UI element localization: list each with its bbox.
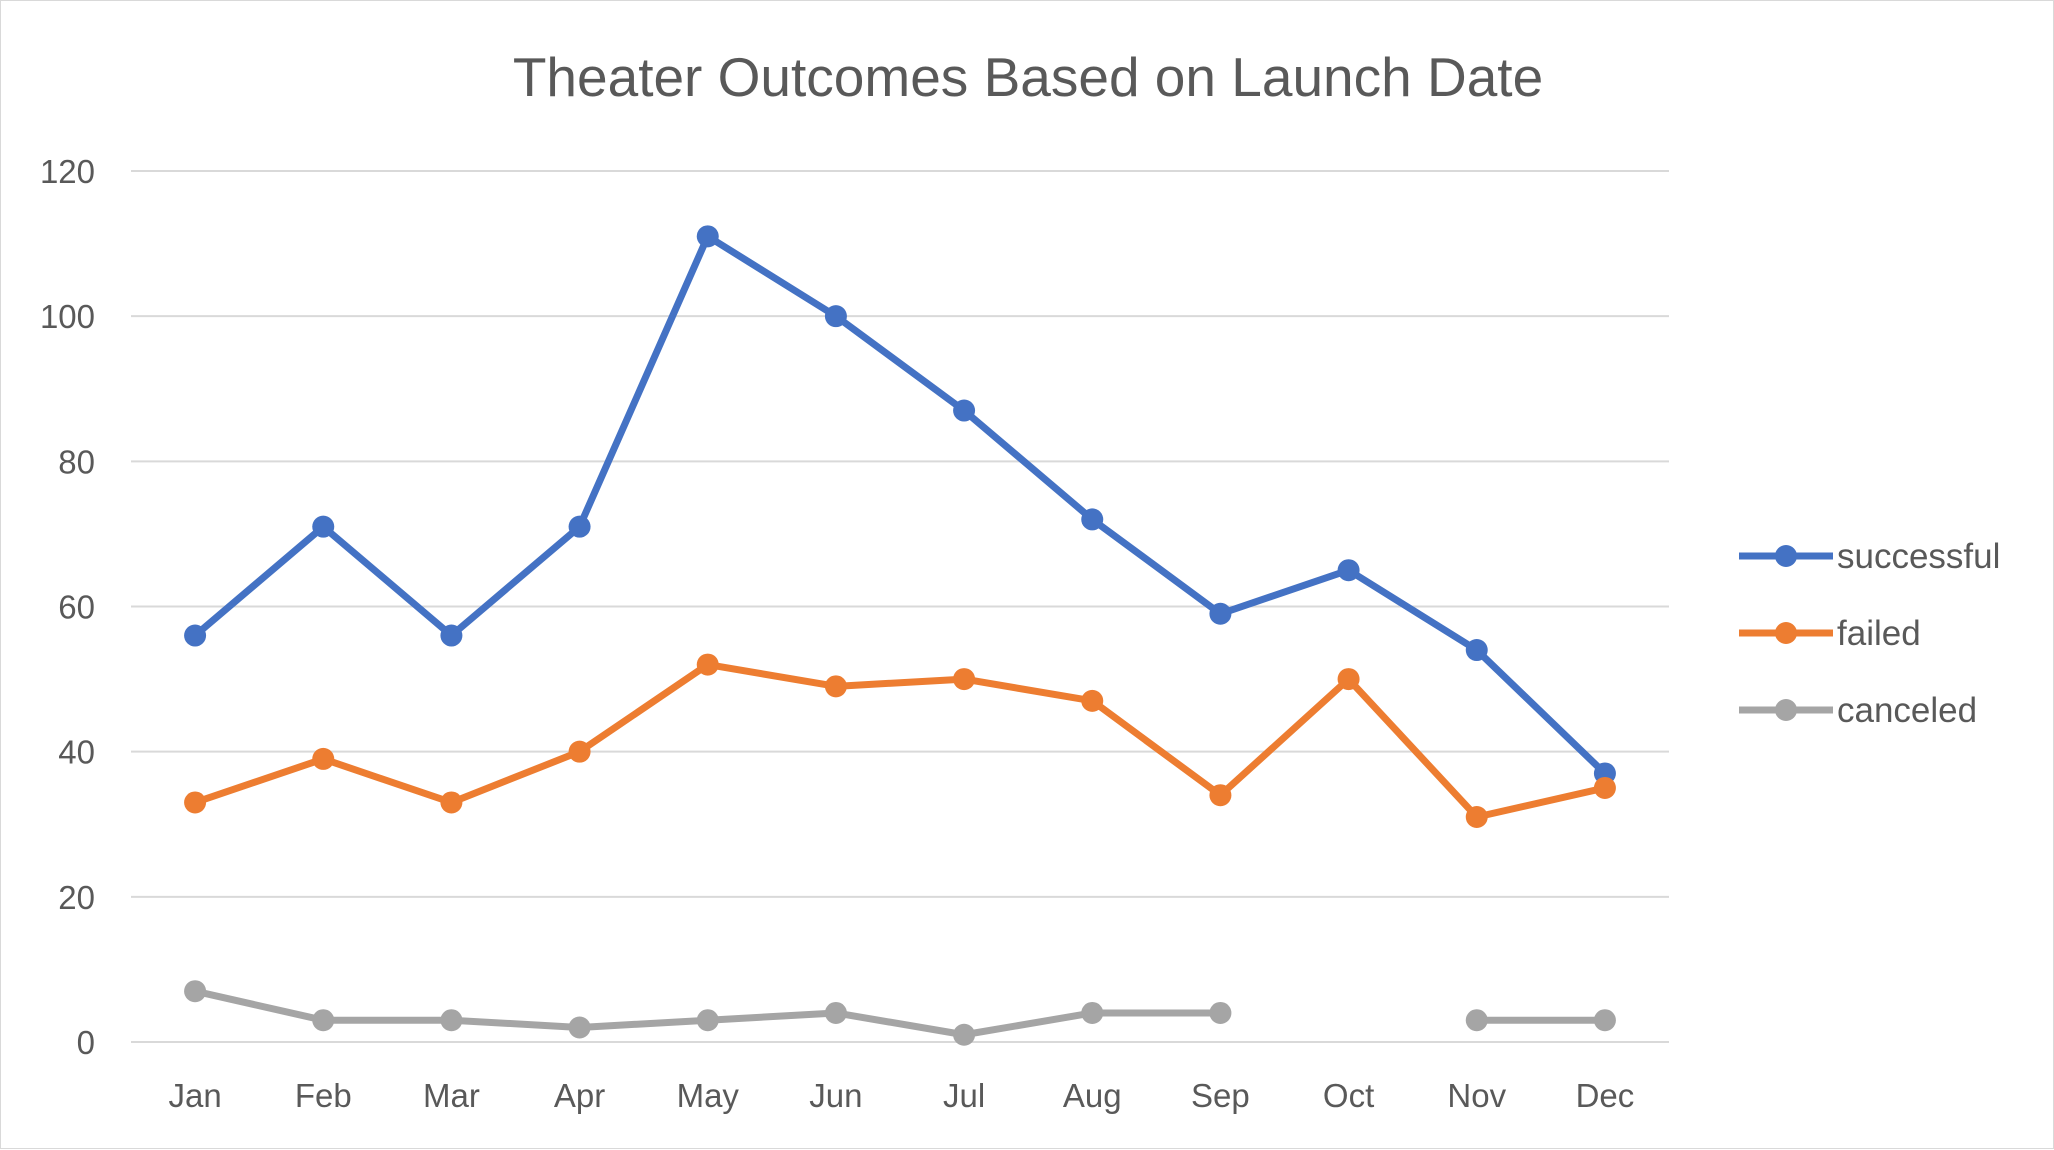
series-group — [184, 225, 1616, 1046]
legend-label: canceled — [1837, 691, 1977, 730]
x-axis-ticks: Jan Feb Mar Apr May Jun Jul Aug Sep Oct Nov Dec — [168, 1077, 1634, 1114]
series-line — [191, 232, 1609, 777]
data-point — [1081, 1001, 1104, 1024]
data-point — [440, 1009, 463, 1032]
data-point — [312, 747, 335, 770]
legend-label: successful — [1837, 537, 2000, 576]
gridlines — [131, 170, 1669, 1043]
legend-swatch-marker — [1775, 622, 1797, 644]
x-tick-label: Feb — [295, 1077, 352, 1114]
data-point — [1337, 559, 1360, 582]
x-tick-label: Apr — [554, 1077, 605, 1114]
data-point — [1209, 784, 1232, 807]
data-point — [568, 515, 591, 538]
data-point — [184, 791, 207, 814]
data-point — [1081, 689, 1104, 712]
legend: successful failed canceled — [1739, 537, 2000, 730]
data-point — [953, 668, 976, 691]
series-failed — [184, 653, 1616, 828]
data-point — [1465, 805, 1488, 828]
data-point — [953, 399, 976, 422]
legend-item-canceled: canceled — [1739, 691, 1977, 730]
data-point — [1209, 1001, 1232, 1024]
data-point — [184, 980, 207, 1003]
data-point — [440, 624, 463, 647]
chart-title: Theater Outcomes Based on Launch Date — [513, 46, 1543, 108]
legend-item-failed: failed — [1739, 614, 1921, 653]
data-point — [440, 791, 463, 814]
data-point — [568, 1016, 591, 1039]
data-point — [312, 1009, 335, 1032]
data-point — [696, 1009, 719, 1032]
legend-item-successful: successful — [1739, 537, 2000, 576]
y-tick-label: 80 — [58, 443, 95, 480]
data-point — [1593, 776, 1616, 799]
series-canceled — [184, 980, 1616, 1046]
y-tick-label: 120 — [40, 153, 95, 190]
legend-swatch-marker — [1775, 545, 1797, 567]
x-tick-label: Jun — [809, 1077, 862, 1114]
data-point — [824, 305, 847, 328]
data-point — [184, 624, 207, 647]
data-point — [568, 740, 591, 763]
x-tick-label: Dec — [1576, 1077, 1635, 1114]
series-line — [191, 661, 1609, 821]
series-successful — [184, 225, 1616, 785]
legend-label: failed — [1837, 614, 1921, 653]
data-point — [1593, 1009, 1616, 1032]
x-tick-label: Sep — [1191, 1077, 1250, 1114]
y-tick-label: 20 — [58, 879, 95, 916]
data-point — [1209, 602, 1232, 625]
y-tick-label: 40 — [58, 734, 95, 771]
x-tick-label: Jul — [943, 1077, 985, 1114]
y-tick-label: 60 — [58, 589, 95, 626]
legend-swatch-marker — [1775, 699, 1797, 721]
x-tick-label: Nov — [1447, 1077, 1506, 1114]
x-tick-label: Mar — [423, 1077, 480, 1114]
data-point — [696, 225, 719, 248]
data-point — [312, 515, 335, 538]
data-point — [1081, 508, 1104, 531]
y-axis-ticks: 0 20 40 60 80 100 120 — [40, 153, 95, 1061]
x-tick-label: Oct — [1323, 1077, 1374, 1114]
y-tick-label: 0 — [77, 1024, 95, 1061]
data-point — [1465, 1009, 1488, 1032]
data-point — [824, 1001, 847, 1024]
data-point — [1465, 639, 1488, 662]
y-tick-label: 100 — [40, 298, 95, 335]
data-point — [953, 1023, 976, 1046]
x-tick-label: May — [677, 1077, 740, 1114]
data-point — [1337, 668, 1360, 691]
data-point — [696, 653, 719, 676]
data-point — [824, 675, 847, 698]
x-tick-label: Aug — [1063, 1077, 1122, 1114]
x-tick-label: Jan — [168, 1077, 221, 1114]
